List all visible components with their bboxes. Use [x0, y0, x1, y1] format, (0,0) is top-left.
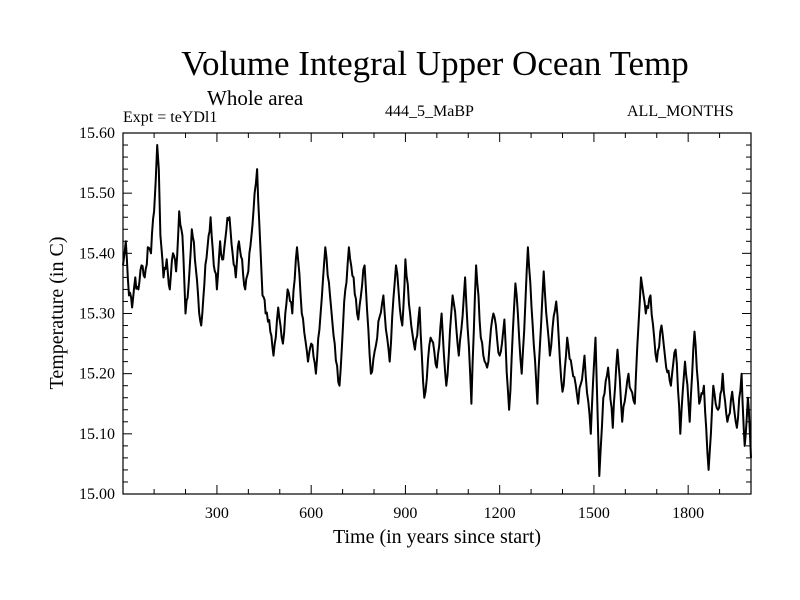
months-label: ALL_MONTHS	[627, 103, 734, 120]
series-line	[122, 144, 752, 477]
y-tick-label: 15.00	[79, 486, 115, 503]
x-tick-label: 900	[393, 505, 417, 522]
plot-frame	[122, 132, 752, 495]
x-tick-label: 1500	[578, 505, 610, 522]
x-axis-label: Time (in years since start)	[333, 526, 541, 548]
tick-labels: 300 600 900 1200 1500 1800 15.00 15.10 15.20 15.3…	[79, 125, 704, 522]
y-tick-label: 15.50	[79, 185, 115, 202]
y-axis-label: Temperature (in C)	[46, 237, 68, 390]
y-tick-label: 15.20	[79, 366, 115, 383]
x-tick-label: 1200	[484, 505, 516, 522]
x-tick-label: 300	[205, 505, 229, 522]
period-label: 444_5_MaBP	[385, 103, 474, 120]
tick-marks	[123, 132, 751, 495]
chart-subtitle: Whole area	[207, 86, 304, 110]
y-tick-label: 15.30	[79, 306, 115, 323]
x-tick-label: 600	[299, 505, 323, 522]
y-tick-label: 15.60	[79, 125, 115, 142]
experiment-label: Expt = teYDl1	[123, 109, 218, 126]
y-tick-label: 15.10	[79, 426, 115, 443]
x-tick-label: 1800	[672, 505, 704, 522]
chart-title: Volume Integral Upper Ocean Temp	[181, 44, 689, 83]
y-tick-label: 15.40	[79, 245, 115, 262]
